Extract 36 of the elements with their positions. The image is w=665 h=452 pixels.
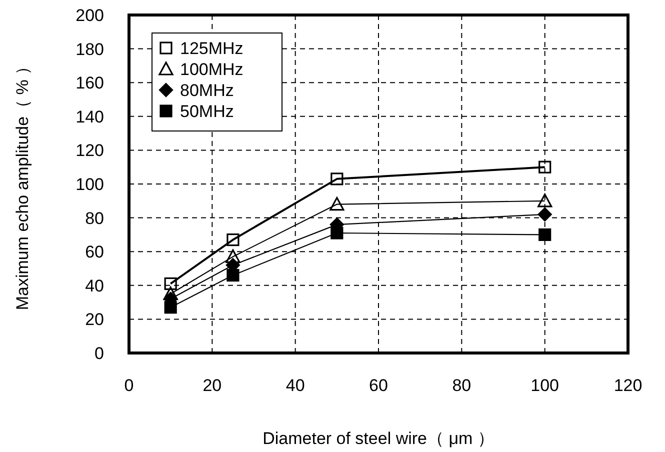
legend-label: 50MHz [180, 102, 234, 121]
y-tick-label: 200 [76, 6, 104, 25]
y-tick-label: 180 [76, 40, 104, 59]
x-tick-label: 40 [286, 376, 305, 395]
x-tick-label: 0 [124, 376, 134, 395]
x-tick-label: 80 [452, 376, 472, 395]
y-tick-label: 80 [85, 208, 104, 228]
x-tick-label: 60 [369, 376, 388, 395]
x-axis-title: Diameter of steel wire（ μm ） [262, 429, 494, 448]
y-tick-label: 20 [85, 310, 104, 330]
x-tick-label: 20 [202, 376, 222, 395]
x-tick-label: 120 [614, 376, 642, 395]
point [538, 194, 552, 208]
point [538, 207, 552, 222]
point [330, 226, 344, 240]
y-tick-label: 160 [76, 74, 104, 93]
y-axis-title: Maximum echo amplitude（ % ） [13, 58, 32, 310]
point [538, 160, 552, 174]
point [226, 268, 240, 282]
legend-label: 100MHz [180, 60, 244, 79]
point [164, 277, 177, 290]
point [330, 172, 344, 186]
legend-label: 125MHz [180, 39, 244, 58]
y-tick-label: 40 [85, 276, 104, 296]
y-tick-label: 120 [76, 141, 104, 160]
y-tick-label: 100 [76, 175, 104, 194]
y-tick-label: 140 [76, 107, 104, 126]
y-tick-label: 60 [85, 242, 104, 262]
x-tick-label: 100 [530, 376, 560, 395]
point [330, 196, 344, 211]
point [226, 233, 240, 246]
y-tick-label: 0 [94, 344, 104, 363]
legend-label: 80MHz [180, 81, 234, 100]
point [226, 249, 240, 263]
point [164, 301, 177, 314]
point [538, 228, 552, 241]
